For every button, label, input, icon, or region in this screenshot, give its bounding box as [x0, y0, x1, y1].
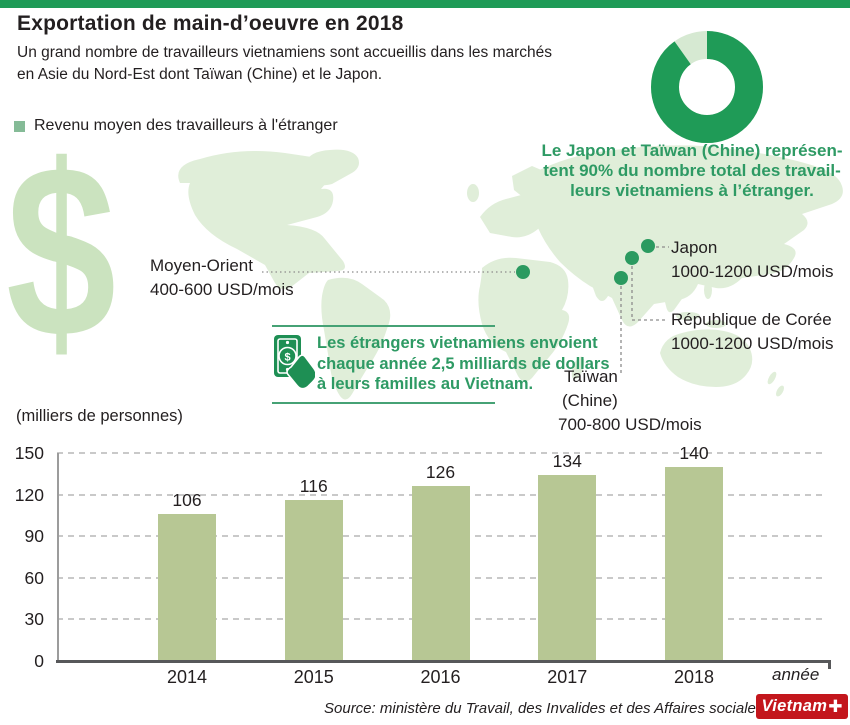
bar-chart-plot: 106 116 126 134 140 [57, 443, 827, 661]
continent-africa [478, 257, 570, 382]
bar-2017 [538, 475, 597, 661]
marker-moyen-orient: Moyen-Orient 400-600 USD/mois [150, 254, 294, 302]
bar-value-label: 106 [172, 490, 202, 510]
dot-japon [641, 239, 655, 253]
continent-australia [660, 329, 753, 387]
region-japan-1 [698, 240, 712, 266]
dot-moyen-orient [516, 265, 530, 279]
y-axis-line [57, 453, 59, 661]
remittance-text: Les étrangers vietnamiens envoient chaqu… [317, 334, 610, 393]
region-se-asia [660, 262, 686, 313]
y-tick-label: 60 [24, 567, 44, 588]
marker-taiwan: Taïwan (Chine) 700-800 USD/mois [558, 365, 702, 437]
bar-chart: 106 116 126 134 140 année 0 30 60 90 120 150 2014 2… [0, 443, 850, 705]
marker-name: Moyen-Orient [150, 256, 253, 275]
y-tick-label: 120 [14, 484, 44, 505]
marker-value: 1000-1200 USD/mois [671, 334, 834, 353]
continent-south-america [321, 277, 391, 400]
region-indonesia-2 [706, 320, 726, 328]
bar-2014 [158, 514, 216, 661]
gridline-150 [57, 452, 827, 454]
x-tick-label: 2017 [547, 667, 588, 687]
donut-chart [651, 31, 763, 143]
region-uk [467, 184, 479, 202]
x-tick-label: 2018 [673, 667, 715, 687]
region-new-zealand-2 [776, 385, 784, 397]
money-hand-icon: $ [274, 335, 315, 390]
region-philippines [704, 281, 712, 299]
bar-value-label: 126 [425, 462, 456, 483]
x-axis-end-tick [828, 660, 831, 669]
y-tick-label: 150 [14, 443, 44, 463]
y-tick-label: 30 [24, 609, 44, 630]
marker-name-2: (Chine) [562, 391, 618, 410]
dot-coree [625, 251, 639, 265]
x-tick-label: 2015 [293, 667, 334, 687]
map-dots [516, 239, 655, 285]
x-tick-label: 2016 [420, 667, 461, 687]
x-tick-label: 2014 [166, 667, 208, 687]
legend: Revenu moyen des travailleurs à l'étrang… [14, 117, 338, 135]
marker-connectors [262, 246, 669, 373]
bar-chart-title: (milliers de personnes) [16, 407, 183, 425]
region-japan-2 [707, 222, 719, 240]
vietnamplus-logo: Vietnam ✚ [756, 694, 848, 719]
bar-2016 [411, 486, 470, 661]
marker-name: Taïwan [564, 367, 618, 386]
continent-north-america [178, 151, 345, 290]
marker-value: 1000-1200 USD/mois [671, 262, 834, 281]
donut-caption: Le Japon et Taïwan (Chine) représen- ten… [541, 141, 843, 200]
dollar-sign-icon: $ [6, 113, 117, 389]
x-axis-label: année [772, 665, 820, 684]
y-tick-label: 0 [34, 651, 44, 671]
region-india [588, 254, 620, 301]
marker-coree: République de Corée 1000-1200 USD/mois [671, 308, 834, 356]
legend-swatch-icon [14, 120, 25, 132]
x-axis-line [56, 660, 830, 663]
marker-name: Japon [671, 238, 718, 257]
donut-ring-dark [651, 31, 763, 143]
marker-value: 700-800 USD/mois [558, 415, 702, 434]
page-title: Exportation de main-d’oeuvre en 2018 [17, 12, 404, 35]
legend-label: Revenu moyen des travailleurs à l'étrang… [34, 117, 338, 134]
connector-coree [631, 266, 667, 321]
remittance-rule-bottom [272, 402, 495, 404]
marker-name: République de Corée [671, 310, 832, 329]
top-accent-bar [0, 0, 850, 8]
remittance-rule-top [272, 325, 495, 327]
source-credit: Source: ministère du Travail, des Invali… [324, 700, 764, 717]
bar-value-label: 134 [552, 451, 582, 472]
dot-taiwan [614, 271, 628, 285]
bar-2018 [665, 466, 723, 661]
world-map [178, 145, 843, 400]
y-tick-label: 90 [24, 526, 44, 547]
logo-plus-icon: ✚ [828, 696, 843, 716]
bar-value-label: 140 [679, 442, 709, 463]
region-new-zealand-1 [767, 371, 777, 385]
marker-value: 400-600 USD/mois [150, 280, 294, 299]
bar-2015 [284, 500, 343, 661]
marker-japon: Japon 1000-1200 USD/mois [671, 236, 834, 284]
region-madagascar [571, 356, 585, 380]
logo-text: Vietnam [761, 697, 828, 715]
page-subtitle: Un grand nombre de travailleurs vietnami… [17, 44, 553, 83]
region-indonesia-1 [676, 312, 700, 320]
bar-value-label: 116 [299, 476, 328, 497]
svg-text:$: $ [284, 352, 290, 364]
continents [178, 145, 843, 400]
